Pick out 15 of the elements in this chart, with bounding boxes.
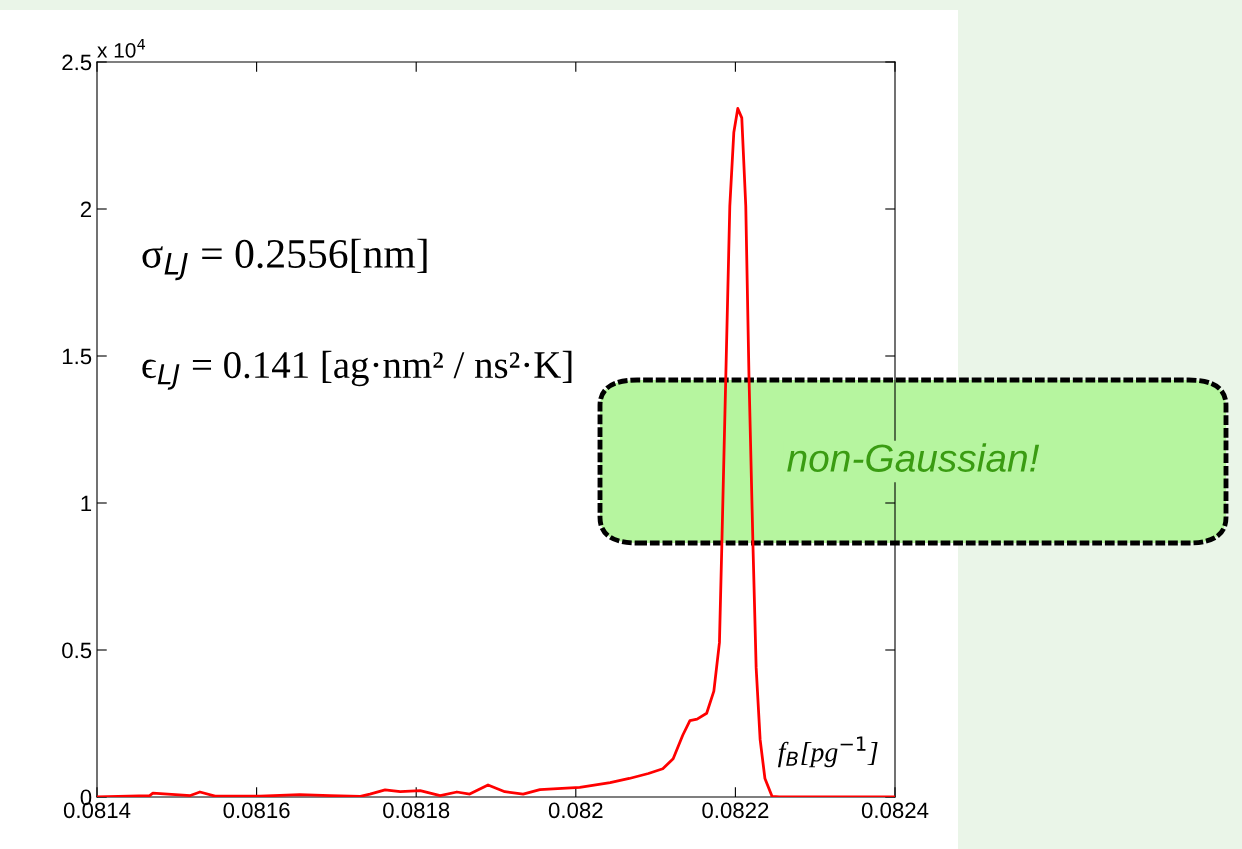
x-tick-label: 0.0816 [223,802,290,819]
x-tick-label: 0.0822 [702,802,769,819]
x-tick-label: 0.0818 [383,802,450,819]
annotation: non-Gaussian! [787,443,1040,472]
y-tick-label: 0.5 [62,642,92,659]
text: x 10$^{4}$ [97,38,146,58]
x-axis-title: f$_{B}$[pg$^{−1}$] [777,736,878,768]
y-tick-label: 1.5 [62,348,92,365]
annotation: ϵ$_{LJ}$ = 0.141 [ag·nm² / ns²·K] [142,350,572,390]
annotation: σ$_{LJ}$ = 0.2556[nm] [142,238,427,281]
x-tick-label: 0.082 [548,802,603,819]
y-tick-label: 2 [80,201,92,218]
x-tick-label: 0.0824 [861,802,929,819]
y-tick-label: 2.5 [62,54,92,71]
y-tick-label: 1 [81,495,92,512]
